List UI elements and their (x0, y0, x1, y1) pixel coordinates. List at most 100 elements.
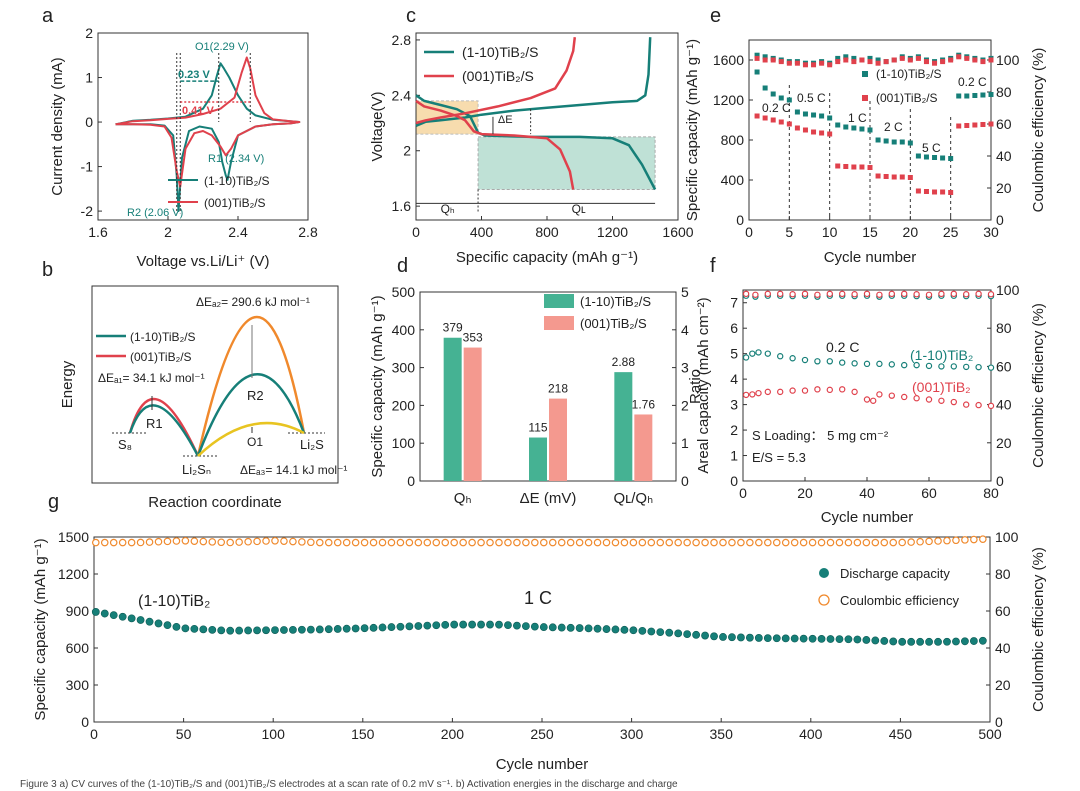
ce-point (611, 538, 620, 547)
annotation: (1-10)TiB₂ (910, 347, 973, 363)
panel-g: 0 50 100 150 200 250 300 350 400 450 5000300600900… (32, 529, 1047, 773)
capacity-point (163, 621, 172, 630)
ce-point (91, 538, 100, 547)
voltage-profile (415, 37, 652, 127)
capacity-point (745, 633, 754, 642)
data-point (867, 127, 873, 133)
data-point (778, 119, 784, 125)
y-tick-label: 800 (721, 132, 745, 148)
data-point (988, 121, 994, 127)
data-point (754, 52, 760, 58)
data-point (876, 391, 883, 398)
data-point (851, 55, 857, 61)
y2-axis-title: Coulombic efficiency (%) (1030, 48, 1047, 213)
ce-point (808, 538, 817, 547)
capacity-point (253, 626, 261, 635)
ce-point (979, 535, 987, 543)
y2-tick-label: 1 (681, 435, 689, 451)
data-point (819, 130, 825, 136)
ce-point (100, 538, 109, 547)
y2-tick-label: 5 (681, 284, 689, 300)
ce-point (701, 538, 709, 547)
data-point (987, 402, 995, 410)
x-tick-label: 30 (983, 224, 999, 240)
capacity-point (199, 625, 208, 634)
data-point (915, 188, 921, 194)
data-point (851, 164, 857, 170)
energy-curve (197, 421, 305, 457)
y-tick-label: 0 (81, 714, 89, 730)
data-point (851, 59, 857, 65)
ce-point (109, 538, 118, 547)
capacity-point (620, 625, 629, 634)
x-tick-label: 1600 (662, 224, 693, 240)
data-point (859, 57, 865, 63)
ce-point (880, 538, 889, 547)
capacity-point (799, 634, 808, 643)
data-point (789, 291, 796, 298)
ce-point (298, 538, 306, 546)
ce-point (441, 538, 450, 547)
data-point (938, 397, 945, 404)
x-tick-label: 20 (903, 224, 919, 240)
capacity-point (100, 609, 109, 618)
data-point (754, 113, 760, 119)
legend-label: (001)TiB₂/S (580, 316, 647, 331)
y-tick-label: 1200 (713, 92, 744, 108)
capacity-point (297, 625, 306, 634)
ce-point (943, 536, 951, 545)
data-point (875, 173, 881, 179)
data-point (972, 93, 978, 98)
ce-point (486, 538, 494, 547)
ce-point (154, 537, 163, 546)
data-point (819, 60, 825, 66)
data-point (950, 398, 958, 406)
data-point (956, 54, 962, 60)
ce-point (405, 538, 414, 547)
y2-tick-label: 80 (996, 84, 1012, 100)
ce-point (584, 538, 593, 547)
annotation: E/S = 5.3 (752, 450, 806, 465)
ce-point (746, 538, 754, 547)
x-tick-label: 350 (710, 726, 734, 742)
y2-tick-label: 60 (996, 116, 1012, 132)
capacity-point (521, 622, 530, 631)
ce-point (324, 538, 333, 547)
data-point (752, 291, 759, 298)
ce-point (495, 538, 503, 547)
data-point (956, 93, 962, 99)
bar-value-label: 115 (528, 421, 547, 435)
capacity-point (414, 622, 423, 630)
annotation: (001)TiB₂ (912, 379, 971, 395)
annotation: ΔEₐ₃= 14.1 kJ mol⁻¹ (240, 463, 347, 477)
y-tick-label: 500 (392, 284, 416, 300)
capacity-point (916, 637, 925, 646)
annotation: R1 (2.34 V) (208, 153, 264, 165)
data-point (876, 291, 883, 298)
ce-point (432, 538, 441, 547)
ce-point (369, 538, 378, 547)
y-tick-label: 1500 (58, 529, 89, 545)
x-tick-label: 5 (785, 224, 793, 240)
ce-point (772, 538, 781, 547)
capacity-point (333, 625, 342, 633)
ce-point (656, 538, 665, 547)
capacity-point (235, 626, 244, 635)
data-point (876, 360, 883, 368)
data-point (839, 290, 846, 298)
data-point (819, 113, 825, 119)
capacity-point (710, 632, 718, 641)
y2-axis-title: Ratio (687, 369, 704, 404)
data-point (801, 387, 809, 394)
y-tick-label: 1 (730, 448, 738, 464)
x-tick-label: 0 (739, 485, 747, 501)
capacity-point (486, 620, 494, 629)
capacity-point (602, 625, 611, 633)
ce-point (315, 538, 324, 547)
rate-label: 2 C (884, 120, 903, 134)
data-point (867, 55, 873, 61)
y-tick-label: 1600 (713, 52, 744, 68)
capacity-point (978, 636, 987, 645)
ce-point (853, 538, 862, 547)
ce-point (342, 538, 351, 547)
